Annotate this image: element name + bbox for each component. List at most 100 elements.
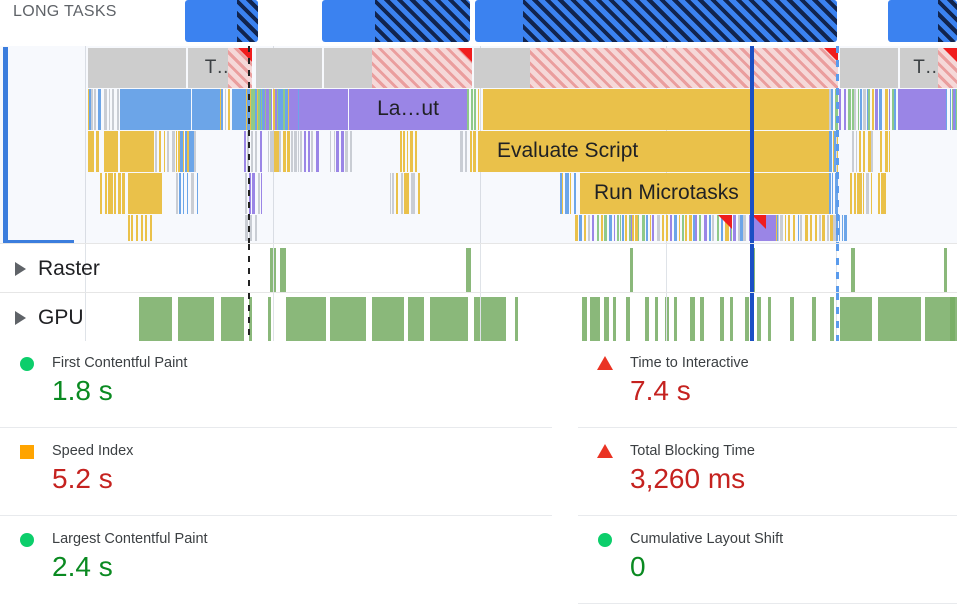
flame-block[interactable] [251,215,252,241]
flame-block[interactable] [255,215,257,241]
long-task-bar[interactable] [322,0,470,42]
flame-block[interactable] [249,215,251,241]
flame-block[interactable] [620,215,621,241]
flame-block[interactable] [859,131,861,172]
flame-block[interactable] [392,173,394,214]
flame-block[interactable] [411,131,413,172]
flame-block[interactable] [898,89,900,130]
activity-bar[interactable] [674,297,677,341]
activity-bar[interactable] [466,248,471,292]
flame-block[interactable] [245,215,248,241]
flame-block[interactable] [101,173,102,214]
flame-block[interactable] [592,215,594,241]
flame-block[interactable] [629,215,631,241]
flame-block[interactable] [341,131,344,172]
flame-block[interactable] [186,131,187,172]
flame-block[interactable] [733,215,736,241]
flame-block[interactable] [810,215,812,241]
flame-block[interactable] [278,89,280,130]
flame-row-depth-5[interactable] [0,215,957,241]
activity-bar[interactable] [582,297,587,341]
flame-block[interactable] [788,215,790,241]
activity-bar[interactable] [690,297,695,341]
flame-block[interactable] [159,131,161,172]
flame-block[interactable] [699,215,701,241]
flame-block[interactable] [274,131,277,172]
metric-card-speed-index[interactable]: Speed Index 5.2 s [0,429,552,515]
activity-bar[interactable] [878,297,921,341]
flame-block[interactable] [194,131,196,172]
flame-block[interactable] [167,131,169,172]
flame-block[interactable] [646,215,648,241]
flame-block[interactable] [852,131,854,172]
flame-block[interactable] [179,173,181,214]
flame-block[interactable] [743,215,746,241]
flame-block[interactable] [946,89,947,130]
activity-bar[interactable] [630,248,633,292]
flame-block[interactable] [473,131,476,172]
activity-bar[interactable] [950,297,957,341]
flame-block[interactable] [287,131,288,172]
flame-block[interactable] [183,131,184,172]
flame-block[interactable] [188,89,191,130]
flame-block[interactable] [172,131,175,172]
flame-block[interactable] [187,173,188,214]
activity-bar[interactable] [840,297,872,341]
warning-triangle-icon[interactable] [824,48,838,62]
flame-block[interactable] [884,173,885,214]
flame-block[interactable] [304,131,306,172]
flame-block[interactable] [108,173,110,214]
flame-block[interactable] [685,215,687,241]
flame-block[interactable] [415,131,417,172]
flame-block[interactable] [878,173,880,214]
flame-block[interactable] [478,89,479,130]
flame-block[interactable] [638,215,639,241]
flame-block[interactable] [197,173,198,214]
flame-block[interactable] [411,173,413,214]
flame-block[interactable] [272,131,274,172]
flame-block[interactable] [176,173,178,214]
chevron-right-icon[interactable] [15,261,26,276]
flame-block[interactable] [800,215,802,241]
flame-block[interactable] [460,131,463,172]
flame-block[interactable] [318,89,348,130]
flame-block[interactable] [666,215,668,241]
flame-block[interactable] [867,89,868,130]
flame-block[interactable] [650,215,651,241]
activity-bar[interactable] [221,297,244,341]
flame-block[interactable] [830,215,833,241]
flame-block[interactable] [857,173,859,214]
flame-block[interactable] [270,131,273,172]
flame-block[interactable] [474,89,476,130]
flame-block[interactable] [570,173,571,214]
activity-bar[interactable] [745,297,749,341]
flame-block[interactable] [885,173,886,214]
flame-block[interactable] [89,89,91,130]
flame-block[interactable] [805,215,808,241]
flame-block[interactable] [290,89,304,130]
flame-block[interactable] [294,131,296,172]
flame-block[interactable] [579,215,582,241]
flame-block[interactable] [889,89,890,130]
flame-block[interactable] [625,215,627,241]
flame-block[interactable] [652,215,654,241]
flame-block[interactable] [105,173,107,214]
flame-block[interactable] [712,215,714,241]
activity-bar[interactable] [286,297,326,341]
flame-block[interactable] [483,89,829,130]
track-gpu[interactable]: GPU [0,292,957,342]
flame-block[interactable] [246,89,247,130]
flame-block[interactable] [180,131,183,172]
flame-block[interactable] [829,89,831,130]
flame-block[interactable] [221,89,223,130]
flame-block-named[interactable]: La…ut [349,89,467,129]
flame-block[interactable] [284,89,287,130]
flame-block[interactable] [829,173,831,214]
activity-bar[interactable] [408,297,424,341]
flame-block[interactable] [277,131,279,172]
flame-block[interactable] [749,215,750,241]
flame-block[interactable] [798,215,799,241]
flame-block[interactable] [225,89,226,130]
activity-bar[interactable] [613,297,616,341]
flame-block[interactable] [400,131,402,172]
